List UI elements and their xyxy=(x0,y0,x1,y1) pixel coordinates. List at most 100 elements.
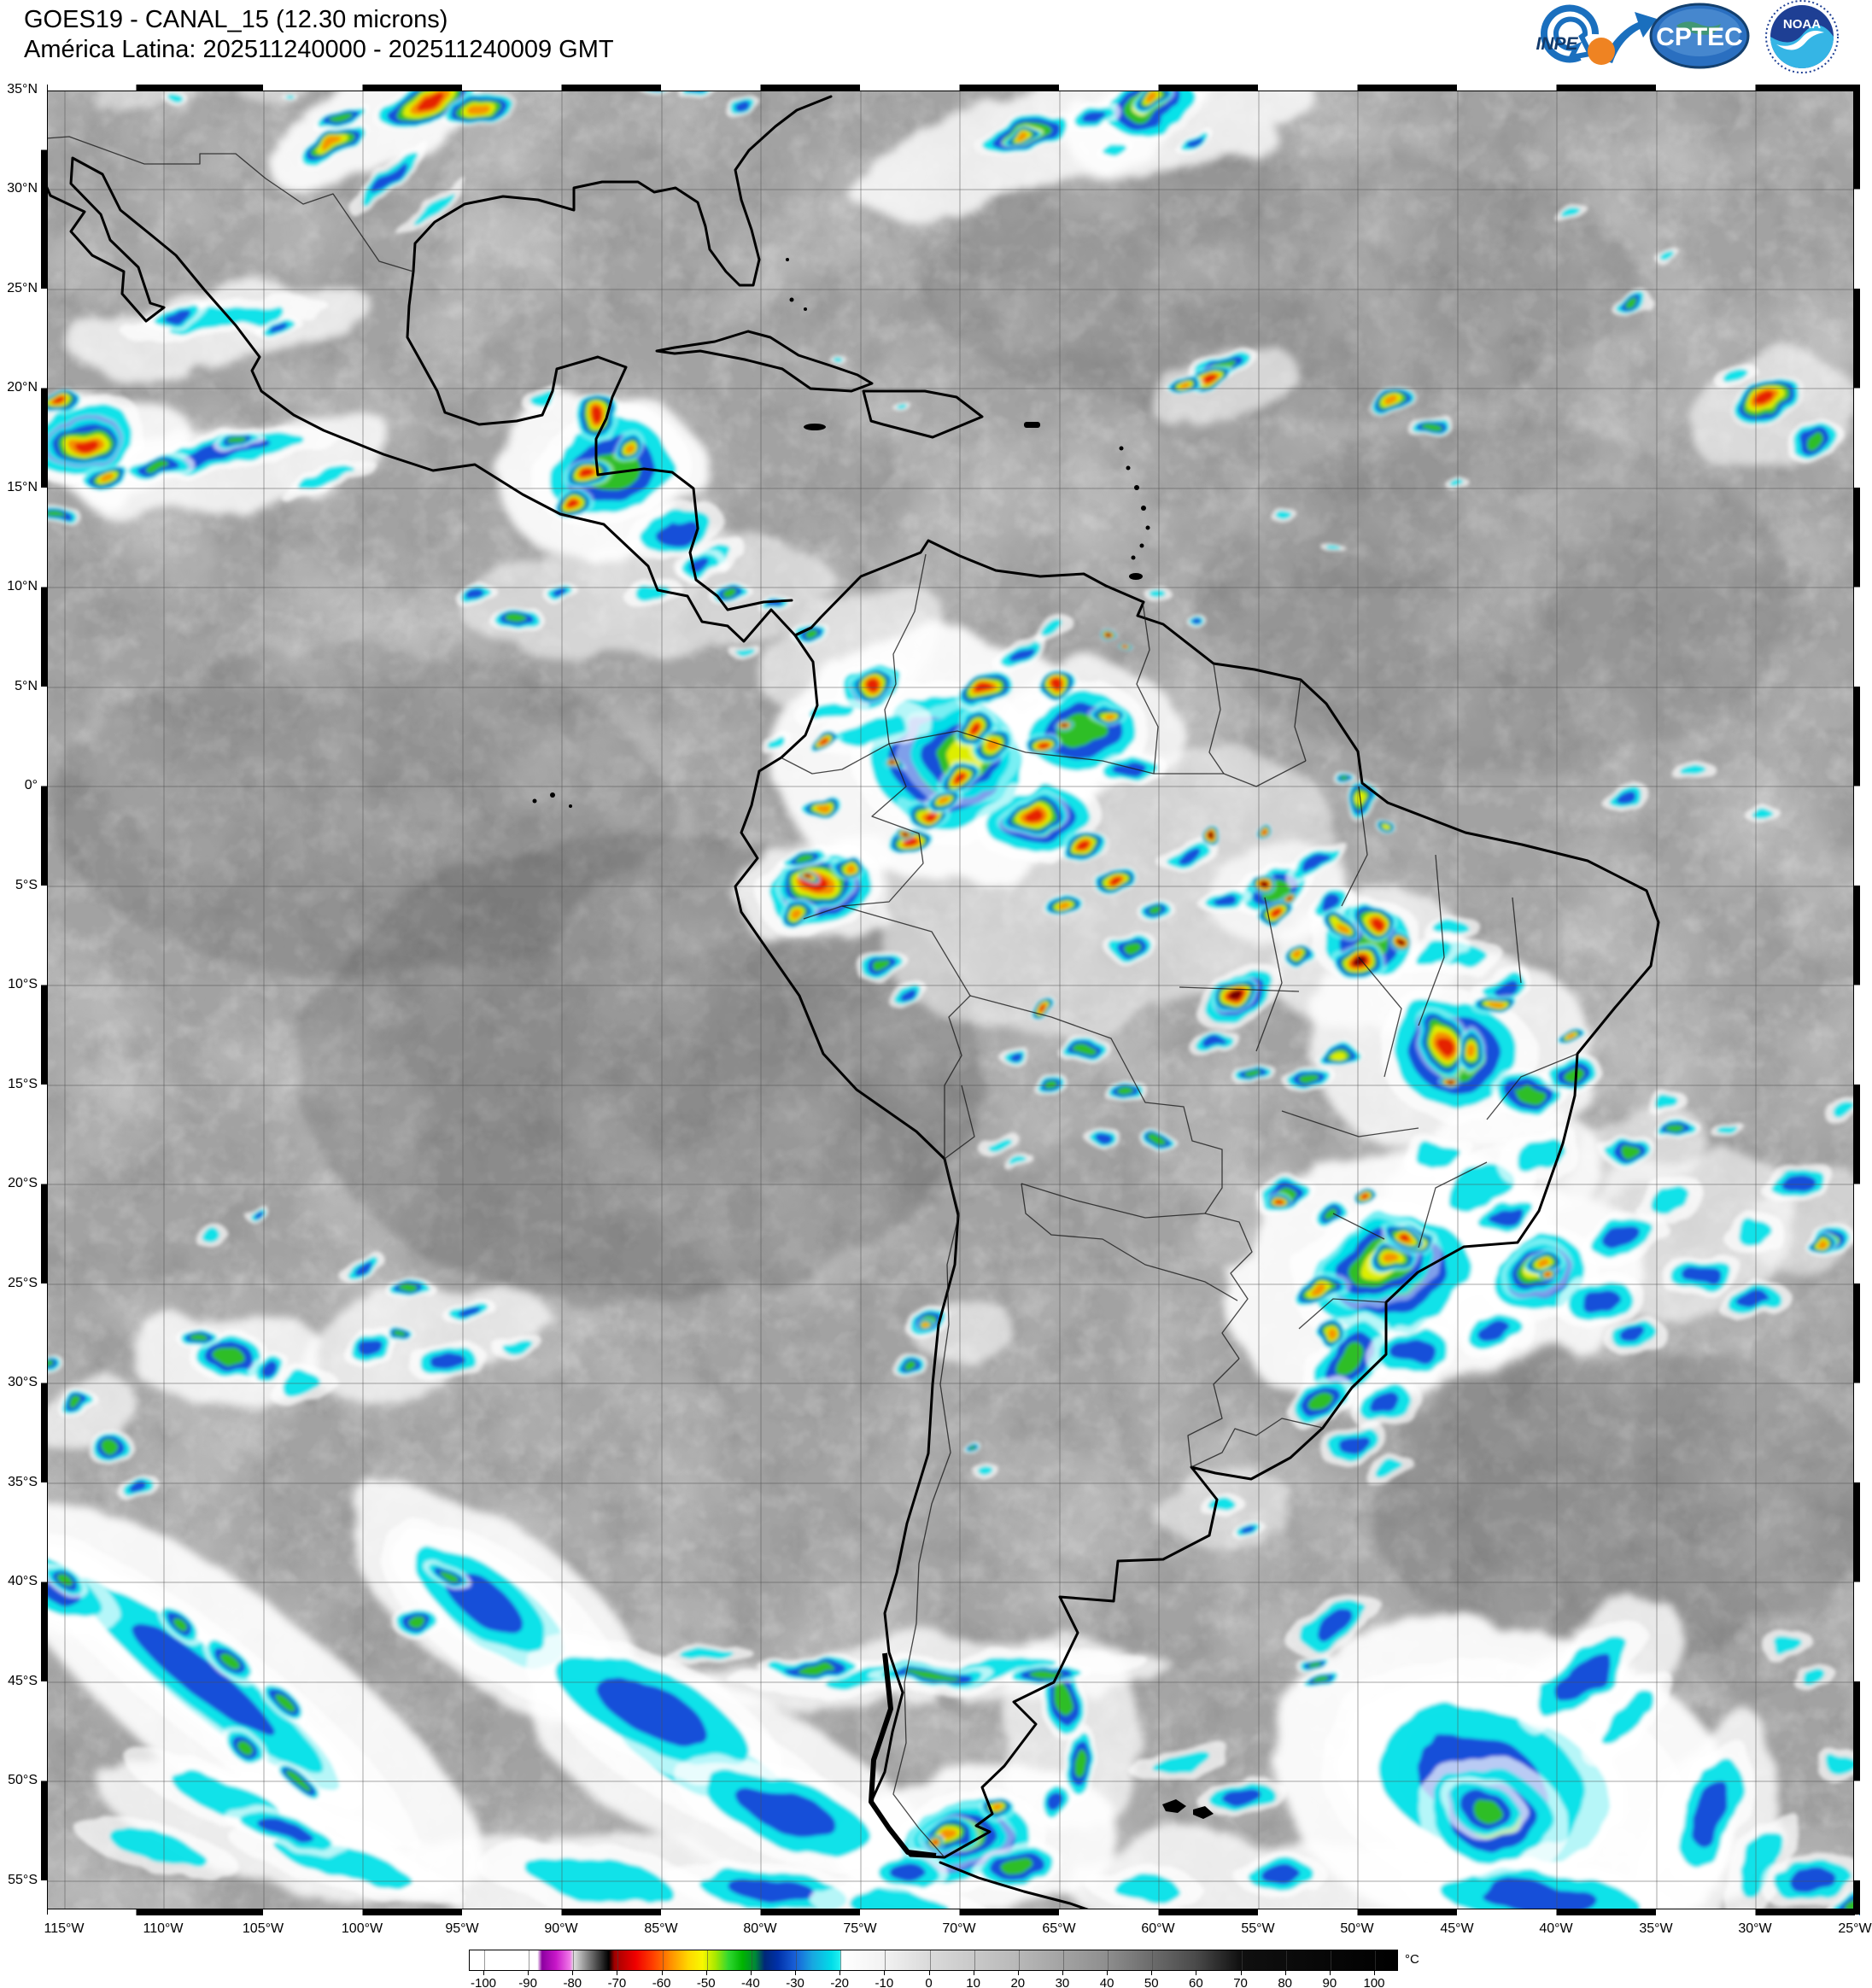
colorbar-tick-stub xyxy=(884,1971,886,1975)
lat-label: 15°N xyxy=(7,480,38,494)
convection-cell-ring xyxy=(839,716,908,747)
convection-cell-ring xyxy=(1188,615,1198,620)
lon-label: 40°W xyxy=(1539,1921,1573,1936)
convection-cell-ring xyxy=(1039,742,1050,751)
convection-cell-ring xyxy=(735,103,752,112)
lon-label: 100°W xyxy=(341,1921,383,1936)
colorbar-tick-stub xyxy=(1062,1971,1063,1975)
lon-label: 85°W xyxy=(644,1921,678,1936)
convection-cell-ring xyxy=(130,1483,149,1494)
convection-cell-ring xyxy=(468,104,490,116)
convection-cell-ring xyxy=(1109,876,1122,885)
convection-cell-ring xyxy=(1260,1867,1304,1886)
lon-label: 95°W xyxy=(445,1921,479,1936)
colorbar-tick-stub xyxy=(1284,1971,1286,1975)
lon-label: 25°W xyxy=(1838,1921,1872,1936)
convection-cell-ring xyxy=(1717,1124,1738,1136)
jamaica-island xyxy=(804,424,826,430)
convection-cell-ring xyxy=(1663,254,1678,264)
convection-cell-ring xyxy=(371,163,408,194)
galapagos-islands xyxy=(532,792,572,808)
convection-cell-ring xyxy=(1272,1196,1278,1201)
neatline-top xyxy=(41,85,1859,91)
colorbar-tick xyxy=(1375,1950,1376,1970)
colorbar-tick-label: 0 xyxy=(925,1976,933,1988)
colorbar-tick-label: -50 xyxy=(696,1976,716,1988)
cloud-mass xyxy=(301,1286,555,1397)
convection-cell-ring xyxy=(190,1334,208,1342)
convection-cell-ring xyxy=(810,702,851,721)
convection-cell-ring xyxy=(865,679,879,689)
cptec-logo-icon: CPTEC xyxy=(1649,3,1750,69)
satellite-imagery-svg xyxy=(42,85,1860,1915)
puerto-rico-island xyxy=(1024,422,1040,428)
convection-cell-ring xyxy=(1298,1072,1317,1082)
convection-cell-ring xyxy=(1393,1336,1430,1364)
convection-cell-ring xyxy=(1554,1652,1611,1701)
convection-cell-ring xyxy=(1120,1090,1136,1098)
colorbar-tick-label: -90 xyxy=(518,1976,537,1988)
convection-cell-ring xyxy=(232,441,251,449)
convection-cell-ring xyxy=(909,1670,955,1679)
convection-cell-ring xyxy=(1374,1460,1403,1479)
convection-cell-ring xyxy=(168,94,184,102)
colorbar-tick xyxy=(1196,1950,1198,1970)
convection-cell-ring xyxy=(274,1693,291,1707)
cloud-mass xyxy=(95,85,197,118)
convection-cell-ring xyxy=(1563,208,1582,220)
convection-cell-ring xyxy=(968,723,981,734)
convection-cell-ring xyxy=(900,830,905,833)
convection-cell-ring xyxy=(1580,1289,1619,1313)
colorbar-tick-label: 40 xyxy=(1099,1976,1114,1988)
inpe-logo-icon: INPE xyxy=(1536,4,1657,65)
clear-air-layer xyxy=(52,146,1860,1658)
convection-cell-ring xyxy=(1564,1031,1574,1038)
convection-cell-ring xyxy=(793,1662,832,1670)
colorbar-tick-stub xyxy=(795,1971,797,1975)
colorbar-tick xyxy=(617,1950,619,1970)
convection-cell-ring xyxy=(559,594,574,603)
convection-cell-ring xyxy=(102,1444,121,1454)
convection-cell-ring xyxy=(55,398,67,406)
convection-cell-ring xyxy=(1692,1780,1729,1845)
convection-cell-ring xyxy=(796,855,815,865)
colorbar-tick-label: -70 xyxy=(607,1976,627,1988)
colorbar-tick-label: 60 xyxy=(1189,1976,1203,1988)
convection-cell-ring xyxy=(1367,915,1381,926)
convection-cell-ring xyxy=(439,1569,454,1579)
convection-cell-ring xyxy=(1440,924,1469,939)
convection-cell-ring xyxy=(1340,1434,1369,1454)
convection-cell-ring xyxy=(1311,1286,1330,1298)
convection-cell-ring xyxy=(1398,940,1405,945)
product-subtitle: América Latina: 202511240000 - 202511240… xyxy=(24,36,614,63)
svg-text:INPE: INPE xyxy=(1536,34,1578,54)
convection-cell-ring xyxy=(1385,827,1392,832)
convection-cell-ring xyxy=(1082,110,1106,124)
convection-cell-ring xyxy=(1781,1172,1811,1190)
lat-label: 55°S xyxy=(8,1873,38,1887)
colorbar-tick xyxy=(974,1950,975,1970)
convection-cell-ring xyxy=(1800,1669,1826,1683)
colorbar-tick-stub xyxy=(750,1971,752,1975)
colorbar-tick xyxy=(1241,1950,1243,1970)
logos-svg: INPE CPTEC NOAA xyxy=(1536,0,1839,73)
convection-cell-ring xyxy=(108,1829,205,1865)
colorbar-tick-stub xyxy=(661,1971,663,1975)
lat-label: 20°N xyxy=(7,380,38,395)
colorbar-tick-label: -60 xyxy=(652,1976,671,1988)
colorbar-tick xyxy=(840,1950,842,1970)
convection-cell-ring xyxy=(1619,1144,1638,1156)
convection-cell-ring xyxy=(684,1651,735,1664)
coastline-hispaniola xyxy=(862,389,984,439)
convection-cell-ring xyxy=(810,879,815,882)
convection-cell-ring xyxy=(1773,1637,1802,1654)
convection-cell-ring xyxy=(1070,1745,1084,1775)
lat-label: 0° xyxy=(24,778,38,792)
convection-cell-ring xyxy=(293,1776,307,1788)
convection-cell-ring xyxy=(350,1260,372,1273)
lon-label: 105°W xyxy=(242,1921,284,1936)
convection-cell-ring xyxy=(1076,1046,1095,1056)
convection-cell-ring xyxy=(816,804,830,811)
convection-cell-ring xyxy=(331,110,350,124)
convection-cell-ring xyxy=(214,1347,243,1364)
